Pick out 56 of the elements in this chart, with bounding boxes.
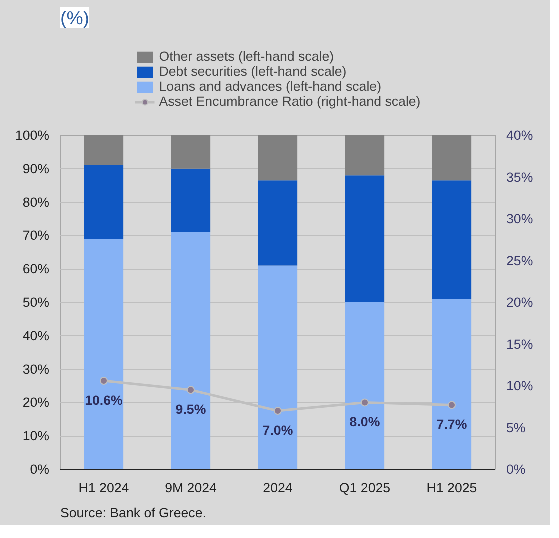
bar	[258, 266, 298, 470]
bar	[84, 166, 124, 240]
y-tick-label: 0%	[30, 462, 50, 477]
y-tick-label: 70%	[22, 228, 50, 244]
x-tick-label: H1 2025	[426, 480, 478, 496]
point	[448, 401, 456, 410]
y-tick-label: 20%	[22, 395, 50, 410]
bar	[171, 168, 211, 232]
y-tick-label: 60%	[22, 262, 50, 277]
x-tick-label: H1 2024	[78, 480, 130, 496]
bar	[84, 136, 124, 166]
x-tick-label: Q1 2025	[339, 480, 391, 496]
y-tick-label: 50%	[22, 295, 50, 310]
bar	[432, 299, 472, 470]
legend-label: Asset Encumbrance Ratio (right-hand scale)	[159, 94, 421, 109]
y-tick-label: 100%	[15, 128, 50, 143]
legend-label: Other assets (left-hand scale)	[159, 49, 334, 64]
y-tick-label: 10%	[22, 428, 50, 444]
bar	[432, 180, 472, 300]
data-label: 9.5%	[176, 402, 206, 418]
y2-tick-label: 40%	[506, 128, 534, 143]
data-label: 7.7%	[436, 417, 468, 432]
y2-tick-label: 20%	[506, 295, 534, 310]
y-tick-label: 90%	[22, 161, 50, 176]
data-label: 10.6%	[85, 392, 124, 408]
data-label: 7.0%	[262, 423, 294, 438]
bar	[345, 136, 385, 176]
y2-tick-label: 5%	[506, 420, 526, 436]
y2-tick-label: 10%	[506, 378, 534, 394]
bar	[432, 136, 472, 181]
bar	[258, 180, 298, 266]
y2-tick-label: 15%	[506, 336, 534, 352]
y2-tick-label: 30%	[506, 212, 534, 226]
chart-title: (%)	[60, 8, 90, 28]
legend-label: Loans and advances (left-hand scale)	[159, 79, 382, 94]
point	[187, 386, 195, 394]
source-note: Source: Bank of Greece.	[60, 506, 206, 520]
point	[100, 376, 108, 385]
bar	[345, 302, 385, 470]
y2-tick-label: 25%	[506, 253, 534, 268]
legend-label: Debt securities (left-hand scale)	[159, 64, 347, 79]
y-tick-label: 30%	[22, 362, 50, 377]
y-tick-label: 40%	[22, 328, 50, 344]
x-tick-label: 9M 2024	[165, 480, 218, 496]
bar	[171, 136, 211, 169]
point	[274, 407, 282, 416]
x-tick-label: 2024	[263, 480, 294, 496]
data-label: 8.0%	[350, 414, 380, 430]
y-tick-label: 80%	[22, 194, 50, 210]
y2-tick-label: 0%	[506, 462, 526, 477]
point	[361, 398, 369, 407]
bar	[171, 232, 211, 470]
bar	[345, 176, 385, 302]
y2-tick-label: 35%	[506, 170, 534, 185]
bar	[258, 136, 298, 181]
bar	[84, 239, 124, 470]
